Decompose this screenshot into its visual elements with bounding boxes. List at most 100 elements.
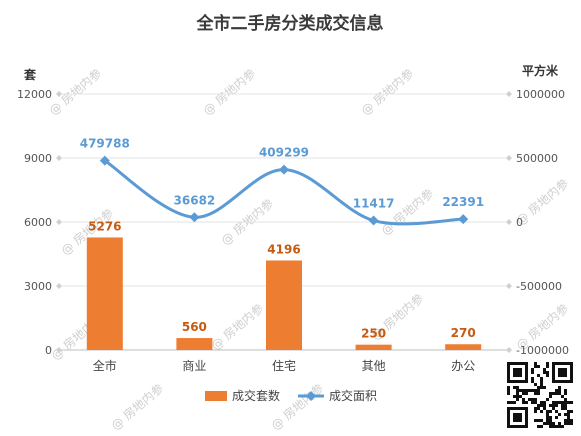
qr-module — [549, 392, 552, 395]
qr-module — [516, 386, 519, 389]
qr-module — [534, 398, 537, 401]
qr-module — [522, 389, 525, 392]
right-tick-label: 500000 — [516, 152, 558, 165]
left-tick-label: 12000 — [17, 88, 52, 101]
qr-module — [543, 401, 546, 404]
qr-code — [505, 360, 575, 430]
bar — [355, 344, 392, 350]
qr-module — [534, 419, 537, 422]
legend-line-marker — [306, 391, 316, 401]
qr-module — [567, 410, 570, 413]
qr-module — [537, 389, 540, 392]
qr-module — [552, 425, 555, 428]
legend-line-label: 成交面积 — [329, 388, 377, 403]
line-data-label: 479788 — [80, 137, 130, 151]
left-tick-label: 9000 — [24, 152, 52, 165]
qr-module — [549, 422, 552, 425]
qr-module — [564, 407, 567, 410]
qr-module — [555, 425, 558, 428]
qr-module — [543, 371, 546, 374]
qr-module — [570, 419, 573, 422]
category-label: 其他 — [362, 359, 386, 373]
line-data-label: 409299 — [259, 146, 309, 160]
qr-module — [567, 416, 570, 419]
qr-module — [531, 389, 534, 392]
qr-finder-core — [558, 368, 567, 377]
qr-module — [567, 419, 570, 422]
qr-finder-core — [513, 413, 522, 422]
qr-module — [567, 413, 570, 416]
qr-module — [525, 401, 528, 404]
watermark-text: @ 房地内参 — [208, 300, 267, 353]
qr-module — [561, 407, 564, 410]
qr-module — [555, 389, 558, 392]
qr-module — [540, 377, 543, 380]
gridline-marker-right — [506, 283, 512, 289]
line-point — [368, 215, 379, 226]
qr-module — [570, 401, 573, 404]
qr-module — [537, 392, 540, 395]
qr-module — [549, 425, 552, 428]
qr-module — [558, 392, 561, 395]
qr-module — [540, 383, 543, 386]
qr-module — [531, 398, 534, 401]
gridline-marker-right — [506, 219, 512, 225]
qr-module — [558, 386, 561, 389]
line-point — [99, 155, 110, 166]
qr-module — [546, 374, 549, 377]
qr-module — [564, 419, 567, 422]
qr-module — [561, 395, 564, 398]
line-data-label: 22391 — [442, 195, 484, 209]
bar-data-labels: 5276 560 4196 250 270 — [88, 219, 476, 340]
qr-module — [537, 386, 540, 389]
right-tick-label: 0 — [516, 216, 523, 229]
qr-module — [570, 410, 573, 413]
qr-module — [537, 419, 540, 422]
qr-module — [525, 392, 528, 395]
qr-module — [564, 389, 567, 392]
gridline-marker-left — [56, 347, 62, 353]
qr-module — [552, 422, 555, 425]
qr-module — [540, 425, 543, 428]
category-label: 住宅 — [272, 358, 296, 373]
qr-module — [522, 401, 525, 404]
category-label: 办公 — [451, 358, 475, 373]
qr-module — [549, 416, 552, 419]
qr-module — [507, 401, 510, 404]
gridline-marker-left — [56, 155, 62, 161]
qr-module — [564, 401, 567, 404]
qr-module — [516, 395, 519, 398]
right-tick-label: 1000000 — [516, 88, 565, 101]
qr-module — [546, 422, 549, 425]
qr-module — [513, 401, 516, 404]
bar-data-label: 560 — [182, 320, 207, 334]
qr-module — [543, 368, 546, 371]
bar — [176, 338, 213, 350]
qr-module — [516, 392, 519, 395]
qr-module — [537, 425, 540, 428]
watermark-text: @ 房地内参 — [378, 185, 437, 238]
qr-module — [531, 377, 534, 380]
line-point — [189, 212, 200, 223]
left-tick-label: 3000 — [24, 280, 52, 293]
qr-module — [555, 392, 558, 395]
legend: 成交套数 成交面积 — [205, 388, 377, 403]
qr-module — [519, 389, 522, 392]
qr-module — [540, 419, 543, 422]
qr-module — [549, 395, 552, 398]
qr-module — [534, 392, 537, 395]
qr-module — [525, 389, 528, 392]
left-axis-unit: 套 — [23, 67, 37, 82]
left-axis-ticks: 0 3000 6000 9000 12000 — [17, 88, 52, 357]
bar-data-label: 270 — [451, 326, 476, 340]
qr-module — [543, 422, 546, 425]
qr-module — [564, 422, 567, 425]
category-axis-labels: 全市 商业 住宅 其他 办公 — [93, 358, 475, 373]
qr-module — [534, 389, 537, 392]
watermark-layer: @ 房地内参 @ 房地内参 @ 房地内参@ 房地内参 @ 房地内参 @ 房地内参 @ 房地… — [46, 65, 572, 433]
qr-module — [552, 392, 555, 395]
qr-module — [522, 392, 525, 395]
qr-module — [540, 401, 543, 404]
line-data-label: 36682 — [174, 193, 216, 207]
qr-module — [558, 389, 561, 392]
